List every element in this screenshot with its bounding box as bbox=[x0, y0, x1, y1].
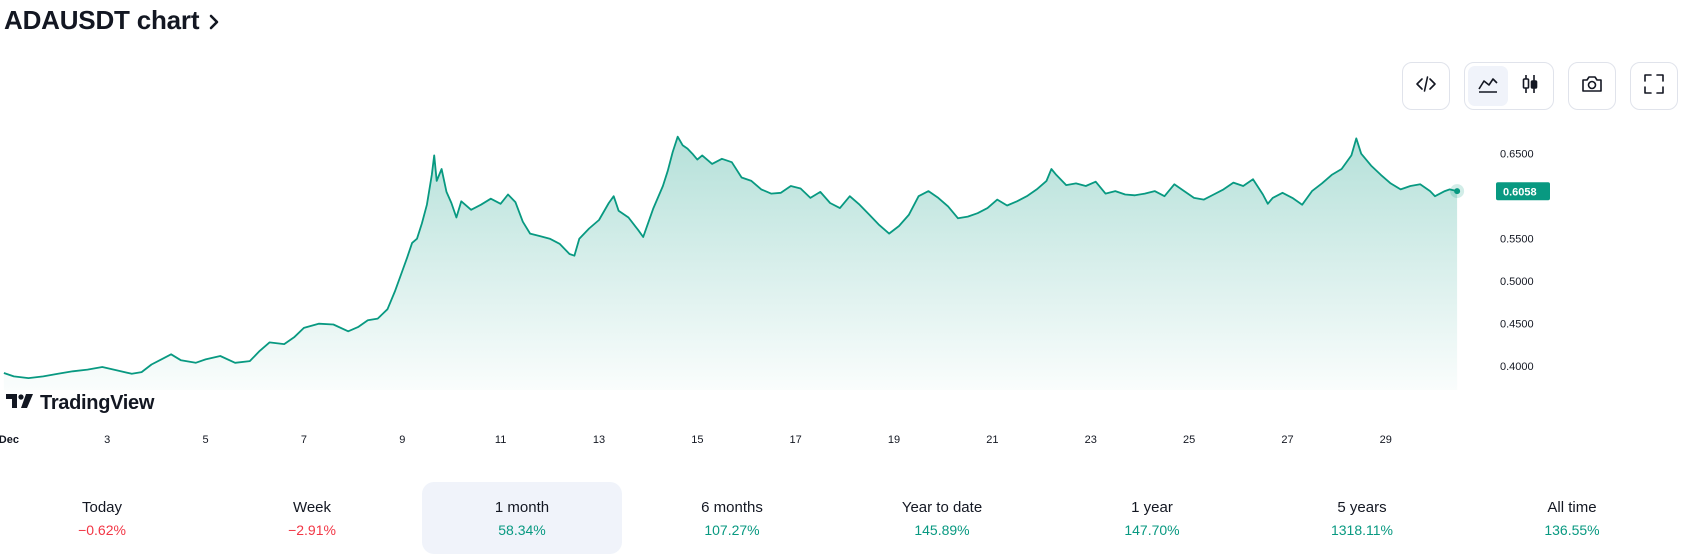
x-tick-label: 15 bbox=[691, 434, 703, 446]
tradingview-wordmark: TradingView bbox=[40, 392, 155, 414]
period-change: −0.62% bbox=[78, 521, 126, 538]
x-tick-label: 5 bbox=[202, 434, 208, 446]
period-label: Today bbox=[81, 498, 123, 516]
y-tick-label: 0.5500 bbox=[1500, 234, 1534, 246]
last-price-tag: 0.6058 bbox=[1503, 186, 1537, 198]
chart-title: ADAUSDT chart bbox=[4, 4, 200, 35]
price-area bbox=[3, 136, 1458, 390]
fullscreen-button[interactable] bbox=[1630, 62, 1678, 110]
candles-style-button[interactable] bbox=[1510, 66, 1550, 106]
x-tick-label: 9 bbox=[399, 434, 405, 446]
period-change: 107.27% bbox=[704, 521, 760, 538]
period-change: 145.89% bbox=[914, 521, 970, 538]
period-year-to-date[interactable]: Year to date 145.89% bbox=[842, 482, 1042, 554]
x-tick-label: 19 bbox=[888, 434, 900, 446]
period-change: 58.34% bbox=[498, 521, 546, 538]
y-tick-label: 0.4500 bbox=[1500, 319, 1534, 331]
period-change: −2.91% bbox=[288, 521, 336, 538]
performance-periods: Today −0.62% Week −2.91% 1 month 58.34% 6 mont… bbox=[10, 482, 1675, 554]
chart-style-toggle bbox=[1464, 62, 1554, 110]
area-chart-icon bbox=[1476, 72, 1500, 101]
period-5-years[interactable]: 5 years 1318.11% bbox=[1262, 482, 1462, 554]
code-icon bbox=[1414, 72, 1438, 101]
fullscreen-icon bbox=[1642, 72, 1666, 101]
last-point-dot bbox=[1454, 188, 1461, 195]
x-tick-label: 11 bbox=[495, 434, 506, 446]
period-label: 6 months bbox=[701, 498, 763, 516]
price-chart[interactable]: 0.6500 0.5500 0.5000 0.4500 0.4000 0.6058 Dec 3… bbox=[0, 118, 1688, 458]
chart-title-link[interactable]: ADAUSDT chart bbox=[4, 4, 223, 36]
period-label: All time bbox=[1547, 498, 1597, 516]
period-week[interactable]: Week −2.91% bbox=[212, 482, 412, 554]
snapshot-button[interactable] bbox=[1568, 62, 1616, 110]
y-tick-label: 0.6500 bbox=[1500, 149, 1534, 161]
period-1-year[interactable]: 1 year 147.70% bbox=[1052, 482, 1252, 554]
period-label: Week bbox=[292, 498, 332, 516]
tradingview-logo: TradingView bbox=[6, 392, 154, 415]
price-line bbox=[3, 135, 1458, 379]
x-tick-label: 29 bbox=[1380, 434, 1392, 446]
period-all-time[interactable]: All time 136.55% bbox=[1472, 482, 1672, 554]
period-6-months[interactable]: 6 months 107.27% bbox=[632, 482, 832, 554]
x-tick-label: Dec bbox=[0, 434, 19, 446]
price-chart-svg: 0.6500 0.5500 0.5000 0.4500 0.4000 0.6058 Dec 3… bbox=[0, 135, 1550, 446]
period-label: 1 month bbox=[494, 498, 550, 516]
period-label: Year to date bbox=[901, 498, 983, 516]
period-1-month[interactable]: 1 month 58.34% bbox=[422, 482, 622, 554]
x-tick-label: 17 bbox=[790, 434, 802, 446]
period-label: 1 year bbox=[1131, 498, 1173, 516]
last-price-tag-bg bbox=[1496, 182, 1550, 201]
x-tick-label: 27 bbox=[1281, 434, 1293, 446]
y-tick-label: 0.4000 bbox=[1500, 361, 1534, 373]
x-tick-label: 13 bbox=[593, 434, 605, 446]
x-tick-label: 3 bbox=[104, 434, 110, 446]
camera-icon bbox=[1580, 72, 1604, 101]
period-change: 1318.11% bbox=[1330, 521, 1393, 538]
x-tick-label: 21 bbox=[986, 434, 998, 446]
candlestick-icon bbox=[1518, 72, 1542, 101]
period-label: 5 years bbox=[1337, 498, 1387, 516]
chart-toolbar bbox=[1402, 62, 1678, 110]
x-tick-label: 25 bbox=[1183, 434, 1195, 446]
x-tick-label: 23 bbox=[1085, 434, 1097, 446]
area-style-button[interactable] bbox=[1468, 66, 1508, 106]
period-change: 136.55% bbox=[1544, 521, 1600, 538]
period-change: 147.70% bbox=[1124, 521, 1180, 538]
period-today[interactable]: Today −0.62% bbox=[2, 482, 202, 554]
tradingview-mark-icon bbox=[6, 392, 34, 415]
chevron-right-icon bbox=[205, 13, 223, 31]
embed-button[interactable] bbox=[1402, 62, 1450, 110]
y-tick-label: 0.5000 bbox=[1500, 276, 1534, 288]
x-tick-label: 7 bbox=[301, 434, 307, 446]
